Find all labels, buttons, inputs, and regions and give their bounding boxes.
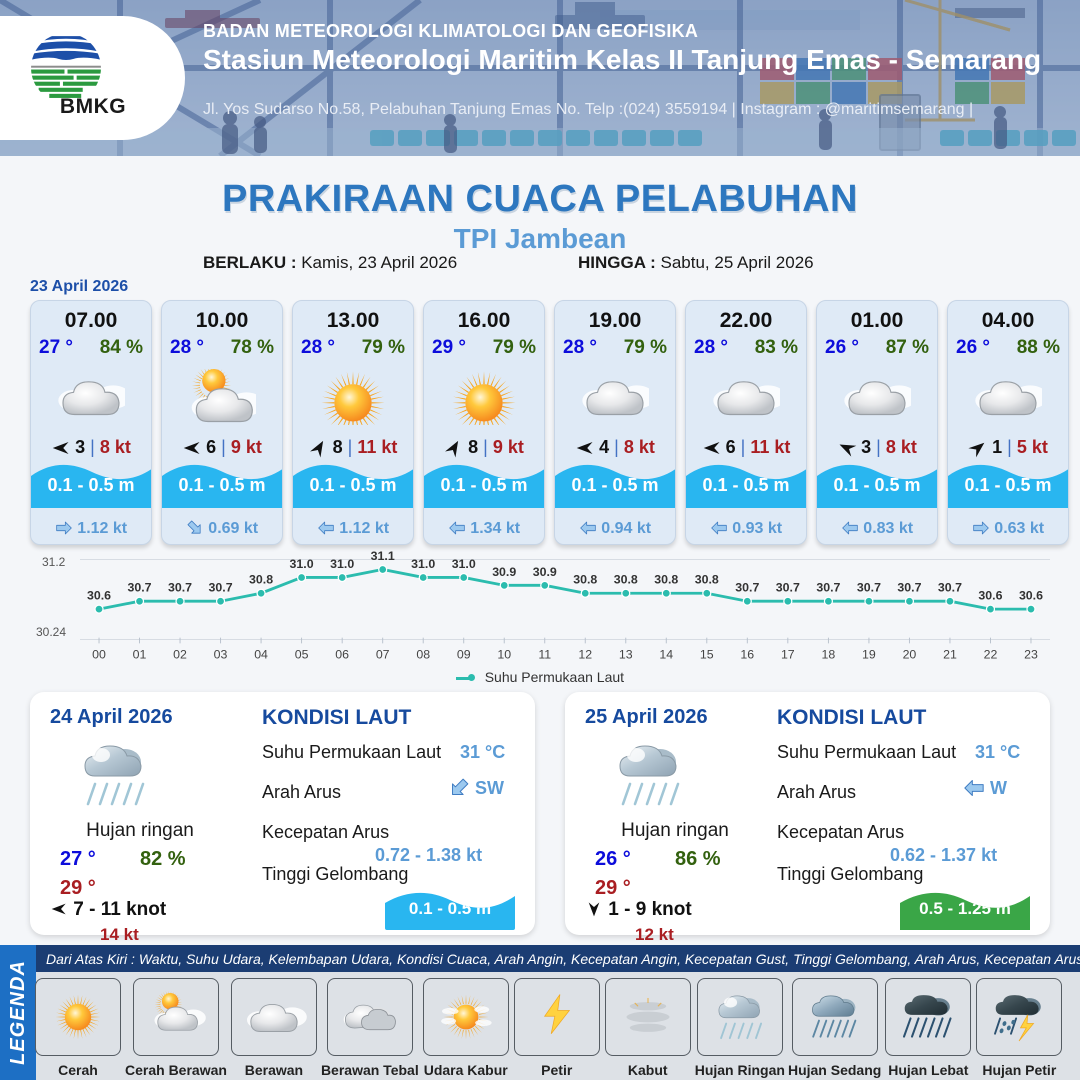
svg-text:18: 18 [822, 648, 836, 662]
svg-text:04: 04 [254, 648, 268, 662]
svg-text:22: 22 [984, 648, 998, 662]
svg-text:16: 16 [740, 648, 754, 662]
svg-text:21: 21 [943, 648, 957, 662]
svg-text:07: 07 [376, 648, 390, 662]
svg-text:20: 20 [903, 648, 917, 662]
svg-text:30.6: 30.6 [978, 589, 1002, 603]
svg-text:30.9: 30.9 [492, 565, 516, 579]
svg-text:00: 00 [92, 648, 106, 662]
svg-text:23: 23 [1024, 648, 1038, 662]
svg-text:30.7: 30.7 [938, 581, 962, 595]
svg-text:02: 02 [173, 648, 187, 662]
svg-text:31.0: 31.0 [330, 557, 354, 571]
svg-text:30.8: 30.8 [654, 573, 678, 587]
svg-text:30.8: 30.8 [695, 573, 719, 587]
svg-text:30.8: 30.8 [573, 573, 597, 587]
svg-text:05: 05 [295, 648, 309, 662]
svg-text:03: 03 [214, 648, 228, 662]
svg-text:30.7: 30.7 [209, 581, 233, 595]
svg-text:31.0: 31.0 [452, 557, 476, 571]
svg-text:30.7: 30.7 [897, 581, 921, 595]
svg-text:30.8: 30.8 [249, 573, 273, 587]
svg-text:30.7: 30.7 [128, 581, 152, 595]
svg-text:10: 10 [497, 648, 511, 662]
svg-text:19: 19 [862, 648, 876, 662]
svg-text:30.7: 30.7 [735, 581, 759, 595]
svg-text:12: 12 [578, 648, 592, 662]
svg-text:30.8: 30.8 [614, 573, 638, 587]
svg-text:14: 14 [659, 648, 673, 662]
svg-text:31.0: 31.0 [290, 557, 314, 571]
svg-text:30.6: 30.6 [1019, 589, 1043, 603]
svg-text:30.7: 30.7 [857, 581, 881, 595]
svg-text:31.0: 31.0 [411, 557, 435, 571]
svg-text:09: 09 [457, 648, 471, 662]
svg-text:06: 06 [335, 648, 349, 662]
svg-text:30.7: 30.7 [168, 581, 192, 595]
svg-text:08: 08 [416, 648, 430, 662]
svg-text:13: 13 [619, 648, 633, 662]
svg-text:30.7: 30.7 [776, 581, 800, 595]
svg-text:30.9: 30.9 [533, 565, 557, 579]
svg-text:01: 01 [133, 648, 147, 662]
svg-text:30.7: 30.7 [816, 581, 840, 595]
svg-text:15: 15 [700, 648, 714, 662]
svg-text:11: 11 [538, 648, 551, 662]
svg-text:17: 17 [781, 648, 795, 662]
svg-text:31.1: 31.1 [371, 549, 395, 563]
svg-text:30.6: 30.6 [87, 589, 111, 603]
